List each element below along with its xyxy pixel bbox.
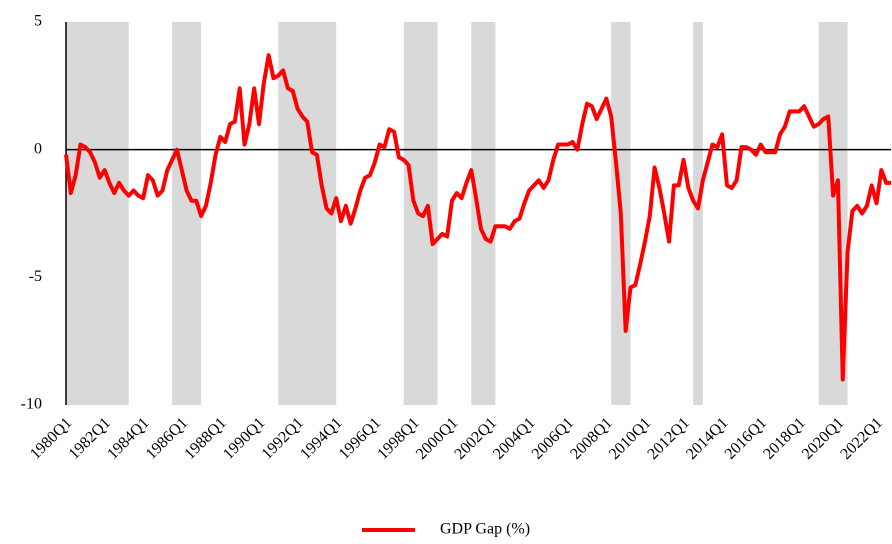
- x-tick-label: 2000Q1: [413, 414, 461, 462]
- legend-label: GDP Gap (%): [440, 521, 530, 538]
- x-tick-label: 2022Q1: [837, 414, 885, 462]
- x-tick-label: 1988Q1: [181, 414, 229, 462]
- shaded-period: [471, 22, 496, 405]
- x-tick-label: 2014Q1: [683, 414, 731, 462]
- y-tick-label: 5: [34, 13, 42, 30]
- y-tick-label: -10: [21, 396, 42, 413]
- x-tick-label: 1984Q1: [104, 414, 152, 462]
- x-tick-label: 2004Q1: [490, 414, 538, 462]
- data-line: [64, 53, 891, 382]
- x-tick-label: 2018Q1: [760, 414, 808, 462]
- x-tick-label: 2008Q1: [567, 414, 615, 462]
- y-tick-label: -5: [29, 268, 42, 285]
- shaded-period: [66, 22, 129, 405]
- y-tick-label: 0: [34, 140, 42, 157]
- x-tick-label: 1994Q1: [297, 414, 345, 462]
- x-tick-label: 1986Q1: [143, 414, 191, 462]
- x-tick-label: 2006Q1: [529, 414, 577, 462]
- x-tick-label: 1980Q1: [27, 414, 75, 462]
- shaded-period: [172, 22, 202, 405]
- x-tick-label: 1992Q1: [259, 414, 307, 462]
- shaded-period: [693, 22, 703, 405]
- x-tick-label: 2012Q1: [644, 414, 692, 462]
- x-tick-label: 1990Q1: [220, 414, 268, 462]
- x-tick-label: 2020Q1: [799, 414, 847, 462]
- x-tick-label: 2002Q1: [452, 414, 500, 462]
- x-tick-label: 2010Q1: [606, 414, 654, 462]
- x-tick-label: 1998Q1: [374, 414, 422, 462]
- x-tick-label: 1996Q1: [336, 414, 384, 462]
- x-tick-label: 2016Q1: [722, 414, 770, 462]
- x-tick-label: 1982Q1: [66, 414, 114, 462]
